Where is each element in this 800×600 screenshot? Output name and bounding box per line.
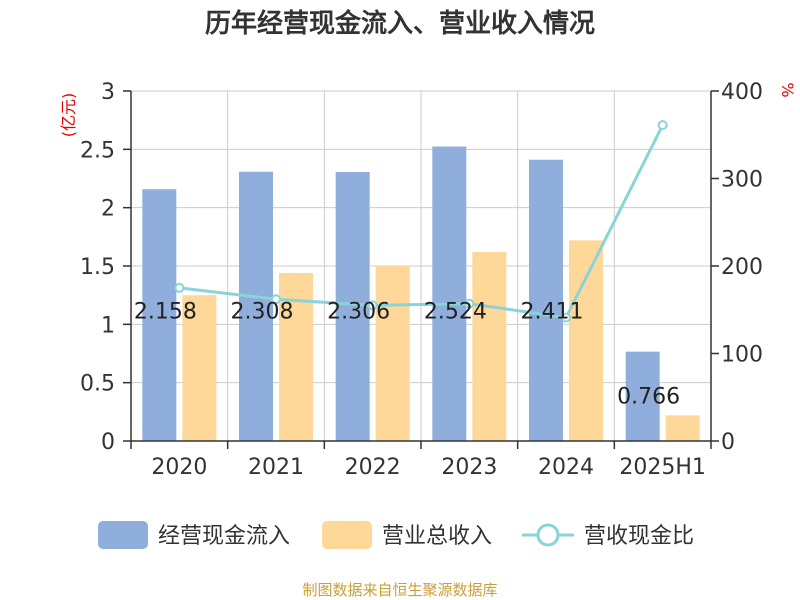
legend-item[interactable]: 经营现金流入 — [98, 521, 290, 549]
x-tick-label: 2025H1 — [619, 455, 706, 480]
bar-cash-inflow — [432, 146, 467, 442]
x-tick-label: 2023 — [441, 455, 497, 480]
legend-label: 营收现金比 — [584, 524, 694, 549]
left-axis-unit: (亿元) — [59, 93, 78, 138]
bar-revenue — [182, 295, 217, 441]
ratio-point — [271, 294, 281, 305]
ratio-point — [174, 282, 185, 293]
right-tick-label: 300 — [721, 168, 763, 193]
bar-cash-inflow — [529, 159, 563, 441]
legend-label: 营业总收入 — [382, 524, 492, 549]
bars — [142, 146, 700, 442]
grid-lines — [131, 90, 711, 441]
right-axis-unit: % — [778, 82, 797, 97]
left-tick-label: 1 — [101, 313, 115, 338]
legend-swatch — [322, 521, 372, 549]
left-tick-label: 2 — [101, 197, 115, 222]
legend[interactable]: 经营现金流入 营业总收入 营收现金比 — [98, 521, 694, 549]
right-tick-label: 200 — [721, 255, 763, 280]
ratio-point — [464, 298, 475, 309]
bar-cash-inflow — [625, 351, 660, 441]
bar-revenue — [665, 415, 700, 441]
data-labels: 2.158 2.308 2.306 2.524 2.411 0.766 — [134, 300, 680, 410]
left-tick-label: 1.5 — [80, 255, 115, 280]
right-tick-label: 0 — [721, 430, 735, 455]
legend-item[interactable]: 营业总收入 — [322, 521, 492, 549]
cash-inflow-label: 2.158 — [134, 300, 197, 325]
bar-revenue — [375, 266, 410, 441]
x-tick-label: 2022 — [345, 455, 401, 480]
cash-inflow-label: 2.411 — [521, 300, 584, 325]
left-tick-label: 2.5 — [80, 138, 115, 163]
left-tick-label: 0 — [101, 430, 115, 455]
axes: 0 0.5 1 1.5 2 2.5 3 0 100 200 300 400 2020 2021 2022 20… — [80, 80, 763, 480]
ratio-point — [367, 300, 378, 311]
ratio-point — [561, 312, 571, 323]
x-tick-label: 2021 — [248, 455, 304, 480]
x-tick-label: 2024 — [538, 455, 594, 480]
ratio-line-path — [179, 124, 665, 320]
bar-revenue — [472, 252, 507, 441]
cash-inflow-label: 2.524 — [424, 300, 487, 325]
bar-cash-inflow — [239, 171, 273, 441]
legend-item[interactable]: 营收现金比 — [522, 523, 694, 549]
legend-swatch — [98, 521, 148, 549]
cash-inflow-label: 0.766 — [617, 385, 680, 410]
bar-revenue — [569, 240, 603, 441]
cash-inflow-label: 2.308 — [231, 300, 294, 325]
legend-marker — [536, 523, 560, 547]
left-tick-label: 0.5 — [80, 372, 115, 397]
bar-cash-inflow — [142, 189, 177, 441]
x-tick-label: 2020 — [151, 455, 207, 480]
bar-revenue — [279, 273, 313, 441]
right-tick-label: 400 — [721, 80, 763, 105]
bar-cash-inflow — [335, 171, 370, 441]
ratio-line — [174, 120, 668, 323]
left-tick-label: 3 — [101, 80, 115, 105]
legend-label: 经营现金流入 — [158, 524, 290, 549]
ratio-point — [657, 120, 668, 131]
chart-title: 历年经营现金流入、营业收入情况 — [205, 8, 595, 39]
right-tick-label: 100 — [721, 343, 763, 368]
source-note: 制图数据来自恒生聚源数据库 — [302, 581, 497, 599]
cash-inflow-label: 2.306 — [327, 300, 390, 325]
